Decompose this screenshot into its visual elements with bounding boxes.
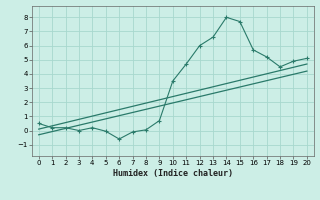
X-axis label: Humidex (Indice chaleur): Humidex (Indice chaleur) (113, 169, 233, 178)
